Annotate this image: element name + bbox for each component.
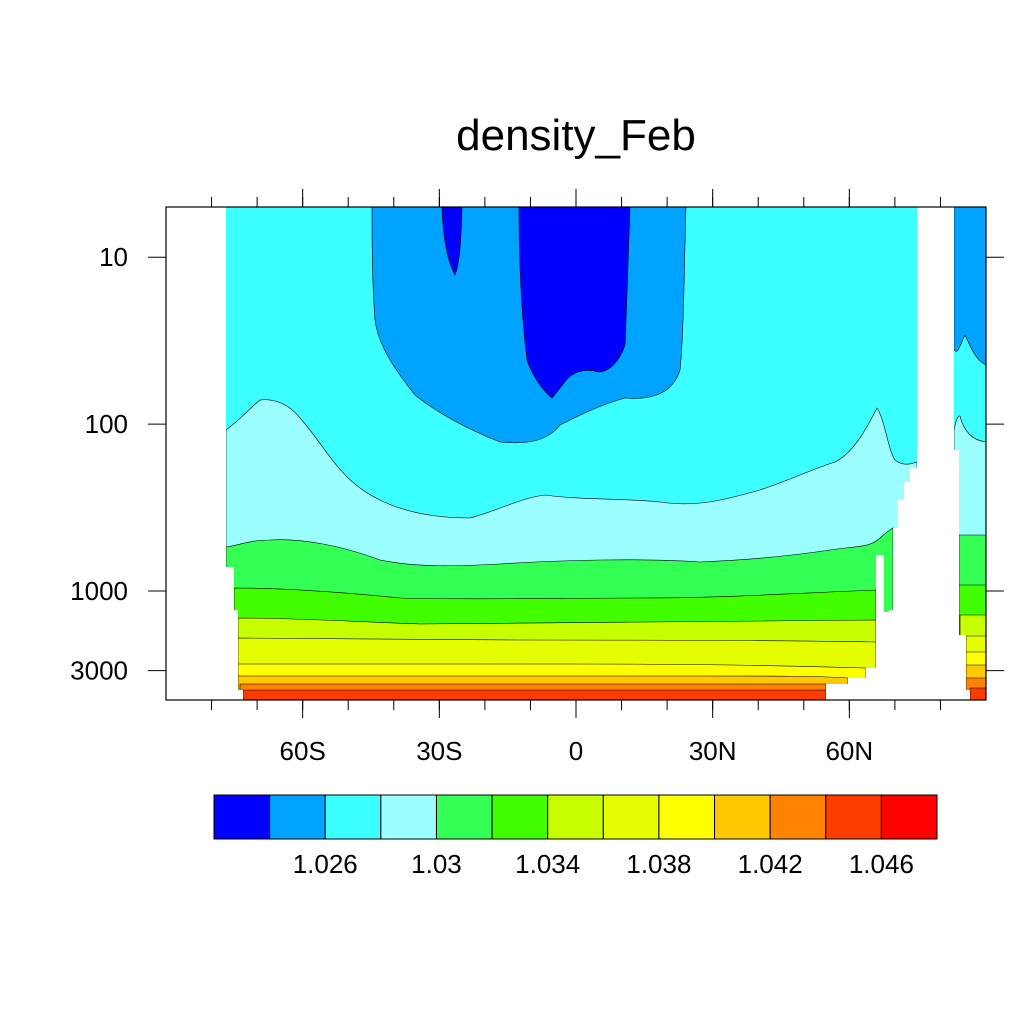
colorbar-label: 1.03 xyxy=(411,849,462,879)
colorbar: 1.026 1.03 1.034 1.038 1.042 1.046 xyxy=(213,794,938,879)
colorbar-swatch xyxy=(658,794,716,840)
colorbar-swatch xyxy=(769,794,827,840)
chart-title: density_Feb xyxy=(456,111,696,160)
colorbar-swatch xyxy=(269,794,326,840)
colorbar-swatch xyxy=(435,794,493,840)
contour-field xyxy=(165,206,987,701)
contour-band-right-1046 xyxy=(969,687,987,701)
contour-band-1024 xyxy=(518,206,631,399)
contour-band-right-1026 xyxy=(953,206,987,366)
y-tick-label: 3000 xyxy=(70,656,128,686)
y-tick-label: 1000 xyxy=(70,576,128,606)
y-tick-label: 10 xyxy=(99,242,128,272)
colorbar-swatch xyxy=(380,794,437,840)
contour-band-1024-narrow xyxy=(441,206,463,276)
colorbar-swatch xyxy=(602,794,660,840)
colorbar-swatch xyxy=(491,794,549,840)
colorbar-swatch xyxy=(324,794,382,840)
colorbar-label: 1.034 xyxy=(515,849,580,879)
colorbar-swatch xyxy=(714,794,771,840)
colorbar-swatch xyxy=(825,794,882,840)
x-axis: 60S 30S 0 30N 60N xyxy=(211,189,941,766)
land-mask-south xyxy=(166,207,243,700)
colorbar-label: 1.038 xyxy=(626,849,691,879)
colorbar-label: 1.042 xyxy=(738,849,803,879)
colorbar-swatch xyxy=(213,794,271,840)
x-tick-label: 30N xyxy=(689,736,737,766)
y-tick-label: 100 xyxy=(85,409,128,439)
x-tick-label: 60S xyxy=(280,736,326,766)
colorbar-label: 1.026 xyxy=(293,849,358,879)
y-axis: 10 100 1000 3000 xyxy=(70,242,1004,686)
x-tick-label: 30S xyxy=(416,736,462,766)
colorbar-swatch xyxy=(547,794,604,840)
land-mask-bottom xyxy=(826,668,876,700)
x-tick-label: 60N xyxy=(825,736,873,766)
contour-band-1046 xyxy=(242,689,827,701)
colorbar-label: 1.046 xyxy=(849,849,914,879)
land-mask-north xyxy=(876,207,970,700)
x-tick-label: 0 xyxy=(569,736,583,766)
colorbar-swatch xyxy=(880,794,938,840)
